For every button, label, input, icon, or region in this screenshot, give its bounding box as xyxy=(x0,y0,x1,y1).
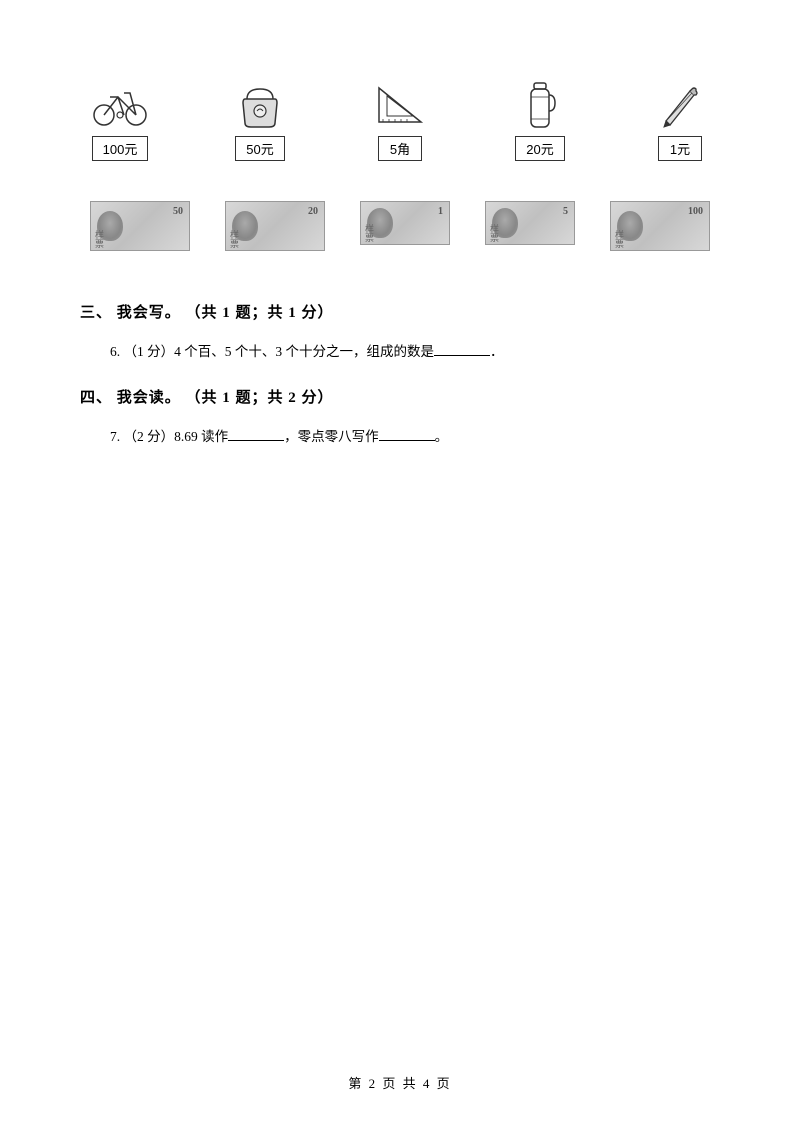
banknote-100: 100 样票 xyxy=(610,201,710,251)
item-bicycle: 100元 xyxy=(90,80,150,161)
banknote-denom: 20 xyxy=(308,206,318,217)
banknote-mark: 样票 xyxy=(228,230,241,248)
banknote-5: 5 样票 xyxy=(485,201,575,245)
item-pencil: 1元 xyxy=(650,80,710,161)
q6-suffix: ． xyxy=(490,344,504,359)
blank-input[interactable] xyxy=(228,427,284,441)
banknote-denom: 5 xyxy=(563,206,568,217)
section-4-heading: 四、 我会读。 （共 1 题；共 2 分） xyxy=(80,386,720,407)
bicycle-icon xyxy=(90,80,150,130)
price-box: 1元 xyxy=(658,136,702,161)
q6-text: 6. （1 分）4 个百、5 个十、3 个十分之一，组成的数是 xyxy=(110,344,434,359)
item-bag: 50元 xyxy=(230,80,290,161)
question-7: 7. （2 分）8.69 读作 ，零点零八写作 。 xyxy=(110,425,720,449)
page-footer: 第 2 页 共 4 页 xyxy=(0,1073,800,1092)
banknote-denom: 1 xyxy=(438,206,443,217)
price-box: 50元 xyxy=(235,136,284,161)
banknote-denom: 100 xyxy=(688,206,703,217)
banknote-1: 1 样票 xyxy=(360,201,450,245)
blank-input[interactable] xyxy=(434,342,490,356)
pencil-icon xyxy=(650,80,710,130)
item-thermos: 20元 xyxy=(510,80,570,161)
banknote-mark: 样票 xyxy=(613,230,626,248)
thermos-icon xyxy=(510,80,570,130)
banknote-20: 20 样票 xyxy=(225,201,325,251)
price-box: 5角 xyxy=(378,136,422,161)
triangle-ruler-icon xyxy=(370,80,430,130)
banknote-mark: 样票 xyxy=(93,230,106,248)
price-box: 20元 xyxy=(515,136,564,161)
q7-suffix: 。 xyxy=(435,429,449,444)
banknote-50: 50 样票 xyxy=(90,201,190,251)
banknote-denom: 50 xyxy=(173,206,183,217)
bag-icon xyxy=(230,80,290,130)
blank-input[interactable] xyxy=(379,427,435,441)
question-6: 6. （1 分）4 个百、5 个十、3 个十分之一，组成的数是 ． xyxy=(110,340,720,364)
item-triangle-ruler: 5角 xyxy=(370,80,430,161)
q7-mid: ，零点零八写作 xyxy=(284,429,379,444)
banknote-mark: 样票 xyxy=(488,224,501,242)
items-row: 100元 50元 5角 xyxy=(80,60,720,171)
q7-prefix: 7. （2 分）8.69 读作 xyxy=(110,429,228,444)
banknotes-row: 50 样票 20 样票 1 样票 5 样票 100 样票 xyxy=(80,191,720,271)
price-box: 100元 xyxy=(92,136,149,161)
banknote-mark: 样票 xyxy=(363,224,376,242)
section-3-heading: 三、 我会写。 （共 1 题；共 1 分） xyxy=(80,301,720,322)
